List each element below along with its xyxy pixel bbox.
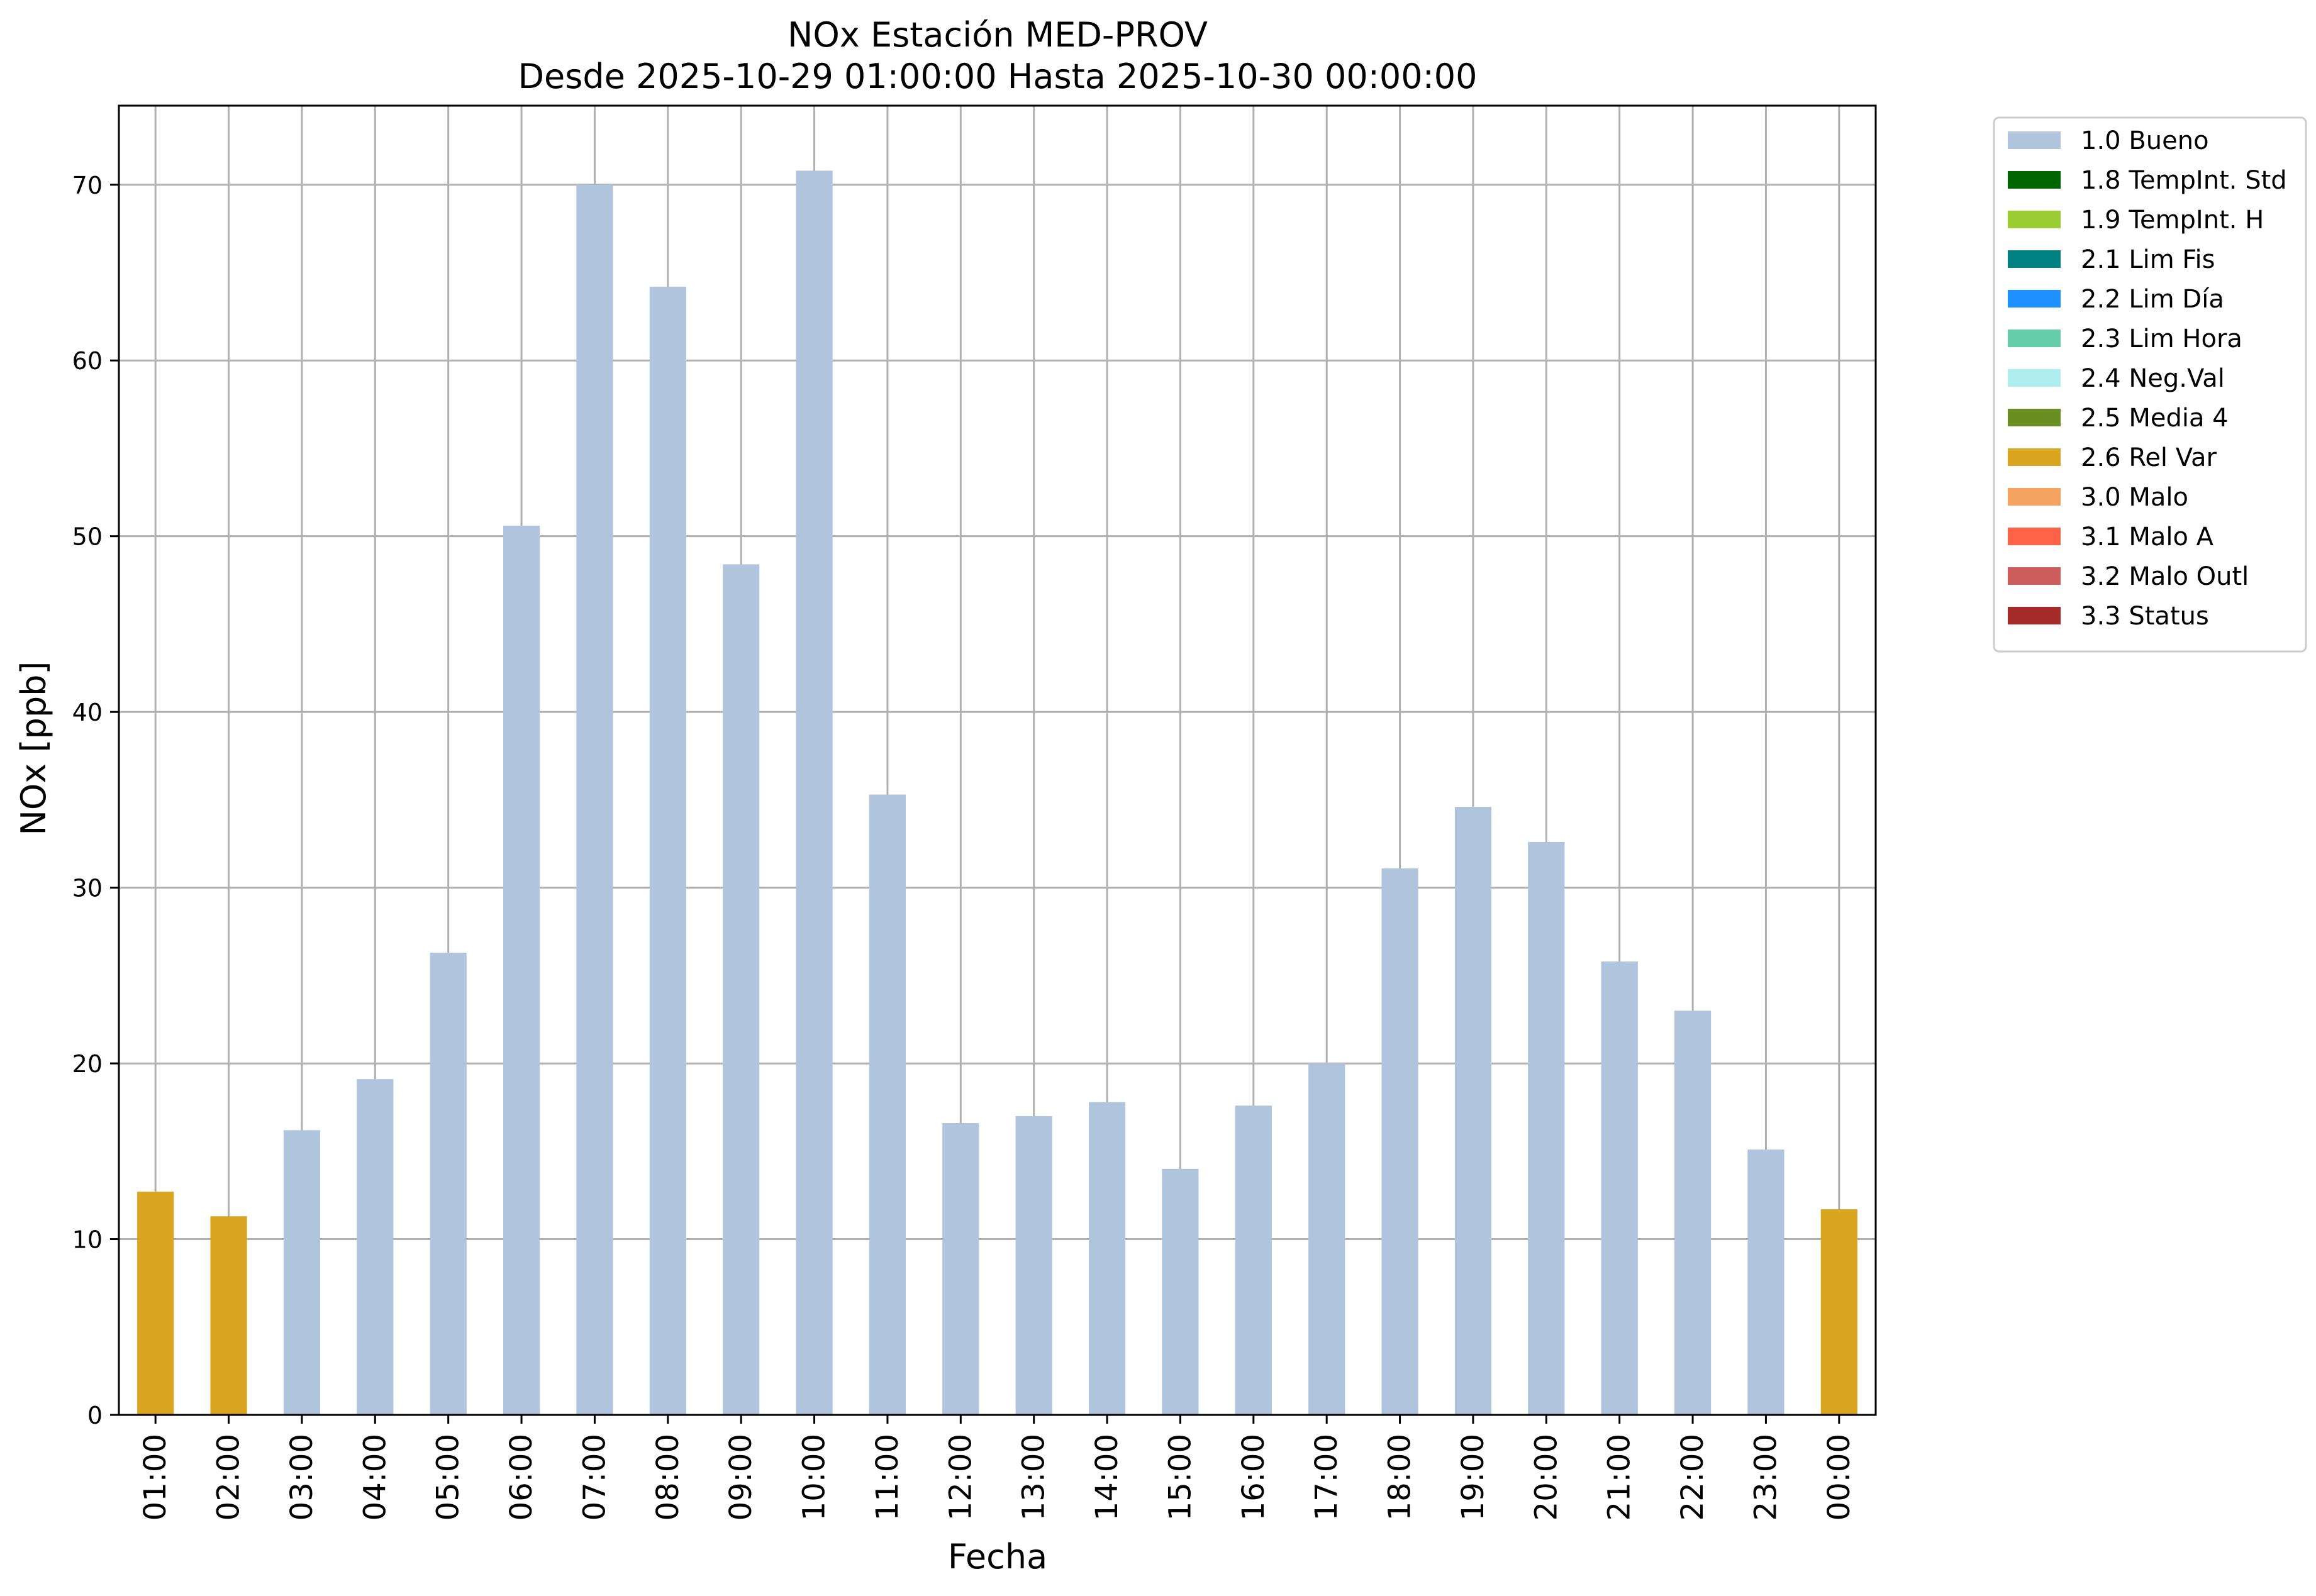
y-tick-label: 0 [87,1402,103,1429]
y-tick-label: 10 [72,1226,103,1254]
x-tick-label: 14:00 [1089,1434,1125,1521]
bar [137,1192,174,1415]
x-tick-label: 05:00 [431,1434,466,1521]
bar [1674,1011,1712,1415]
x-tick-label: 09:00 [723,1434,759,1521]
x-tick-label: 15:00 [1162,1434,1198,1521]
x-tick-label: 04:00 [357,1434,392,1521]
x-tick-label: 20:00 [1528,1434,1564,1521]
y-tick-label: 40 [72,699,103,726]
chart-subtitle: Desde 2025-10-29 01:00:00 Hasta 2025-10-… [518,57,1477,96]
legend: 1.0 Bueno 1.8 TempInt. Std 1.9 TempInt. H 2… [1993,116,2307,653]
legend-swatch [2008,250,2061,268]
legend-swatch [2008,567,2061,585]
legend-label: 1.8 TempInt. Std [2081,166,2287,195]
x-tick-label: 23:00 [1748,1434,1783,1521]
x-tick-label: 02:00 [211,1434,247,1521]
x-axis-label: Fecha [948,1537,1047,1577]
bar [1088,1102,1126,1415]
bar [210,1216,247,1415]
legend-swatch [2008,290,2061,308]
bar [283,1130,321,1415]
x-tick-label: 13:00 [1016,1434,1052,1521]
legend-label: 2.3 Lim Hora [2081,324,2242,353]
legend-swatch [2008,488,2061,506]
legend-label: 1.9 TempInt. H [2081,206,2264,235]
x-tick-label: 01:00 [138,1434,173,1521]
bar [1308,1063,1345,1415]
y-tick-label: 60 [72,347,103,375]
bar [1015,1116,1052,1415]
bar [503,525,540,1415]
bar [942,1123,979,1415]
bar [723,564,760,1415]
x-tick-label: 16:00 [1236,1434,1271,1521]
x-tick-label: 19:00 [1456,1434,1491,1521]
legend-swatch [2008,330,2061,347]
y-tick-label: 20 [72,1050,103,1078]
x-tick-label: 12:00 [943,1434,978,1521]
y-tick-label: 70 [72,172,103,199]
legend-label: 2.5 Media 4 [2081,404,2229,433]
x-tick-label: 18:00 [1383,1434,1418,1521]
x-tick-label: 11:00 [870,1434,905,1521]
x-tick-label: 22:00 [1675,1434,1710,1521]
legend-swatch [2008,448,2061,466]
legend-label: 3.3 Status [2081,602,2209,631]
legend-swatch [2008,607,2061,624]
legend-label: 1.0 Bueno [2081,126,2209,155]
bar [357,1079,394,1415]
x-tick-label: 17:00 [1309,1434,1344,1521]
legend-label: 2.2 Lim Día [2081,285,2224,314]
plot-frame [118,104,1877,1416]
bar [1528,841,1565,1415]
axes: 0 10 20 30 40 50 60 70 01:00 02:00 03:00 04:00 05:00… [72,104,1877,1521]
legend-label: 2.4 Neg.Val [2081,364,2225,393]
y-tick-label: 30 [72,875,103,902]
y-axis-label: NOx [ppb] [14,662,53,836]
x-tick-label: 00:00 [1822,1434,1857,1521]
y-tick-label: 50 [72,523,103,551]
bar [869,794,906,1415]
legend-label: 3.0 Malo [2081,483,2188,512]
bars [137,170,1857,1416]
bar [796,170,833,1415]
x-tick-label: 06:00 [504,1434,539,1521]
legend-label: 3.2 Malo Outl [2081,562,2249,591]
x-tick-label: 07:00 [577,1434,612,1521]
legend-swatch [2008,528,2061,545]
bar [1381,868,1418,1415]
legend-swatch [2008,211,2061,228]
bar [430,953,467,1415]
bar [1454,807,1492,1415]
legend-frame [1993,116,2307,653]
x-tick-label: 21:00 [1602,1434,1637,1521]
legend-label: 2.6 Rel Var [2081,443,2217,472]
legend-swatch [2008,171,2061,189]
x-tick-label: 08:00 [650,1434,686,1521]
legend-label: 3.1 Malo A [2081,523,2214,551]
bar [1162,1168,1199,1415]
bar [1820,1209,1857,1415]
x-tick-label: 03:00 [284,1434,320,1521]
x-tick-label: 10:00 [797,1434,832,1521]
bar [1601,961,1638,1415]
chart-title: NOx Estación MED-PROV [788,15,1208,55]
bar [1235,1106,1272,1415]
legend-label: 2.1 Lim Fis [2081,245,2215,274]
legend-swatch [2008,369,2061,387]
bar [1747,1150,1784,1415]
bar [649,286,686,1416]
legend-swatch [2008,409,2061,426]
bar [576,184,613,1415]
legend-swatch [2008,131,2061,149]
